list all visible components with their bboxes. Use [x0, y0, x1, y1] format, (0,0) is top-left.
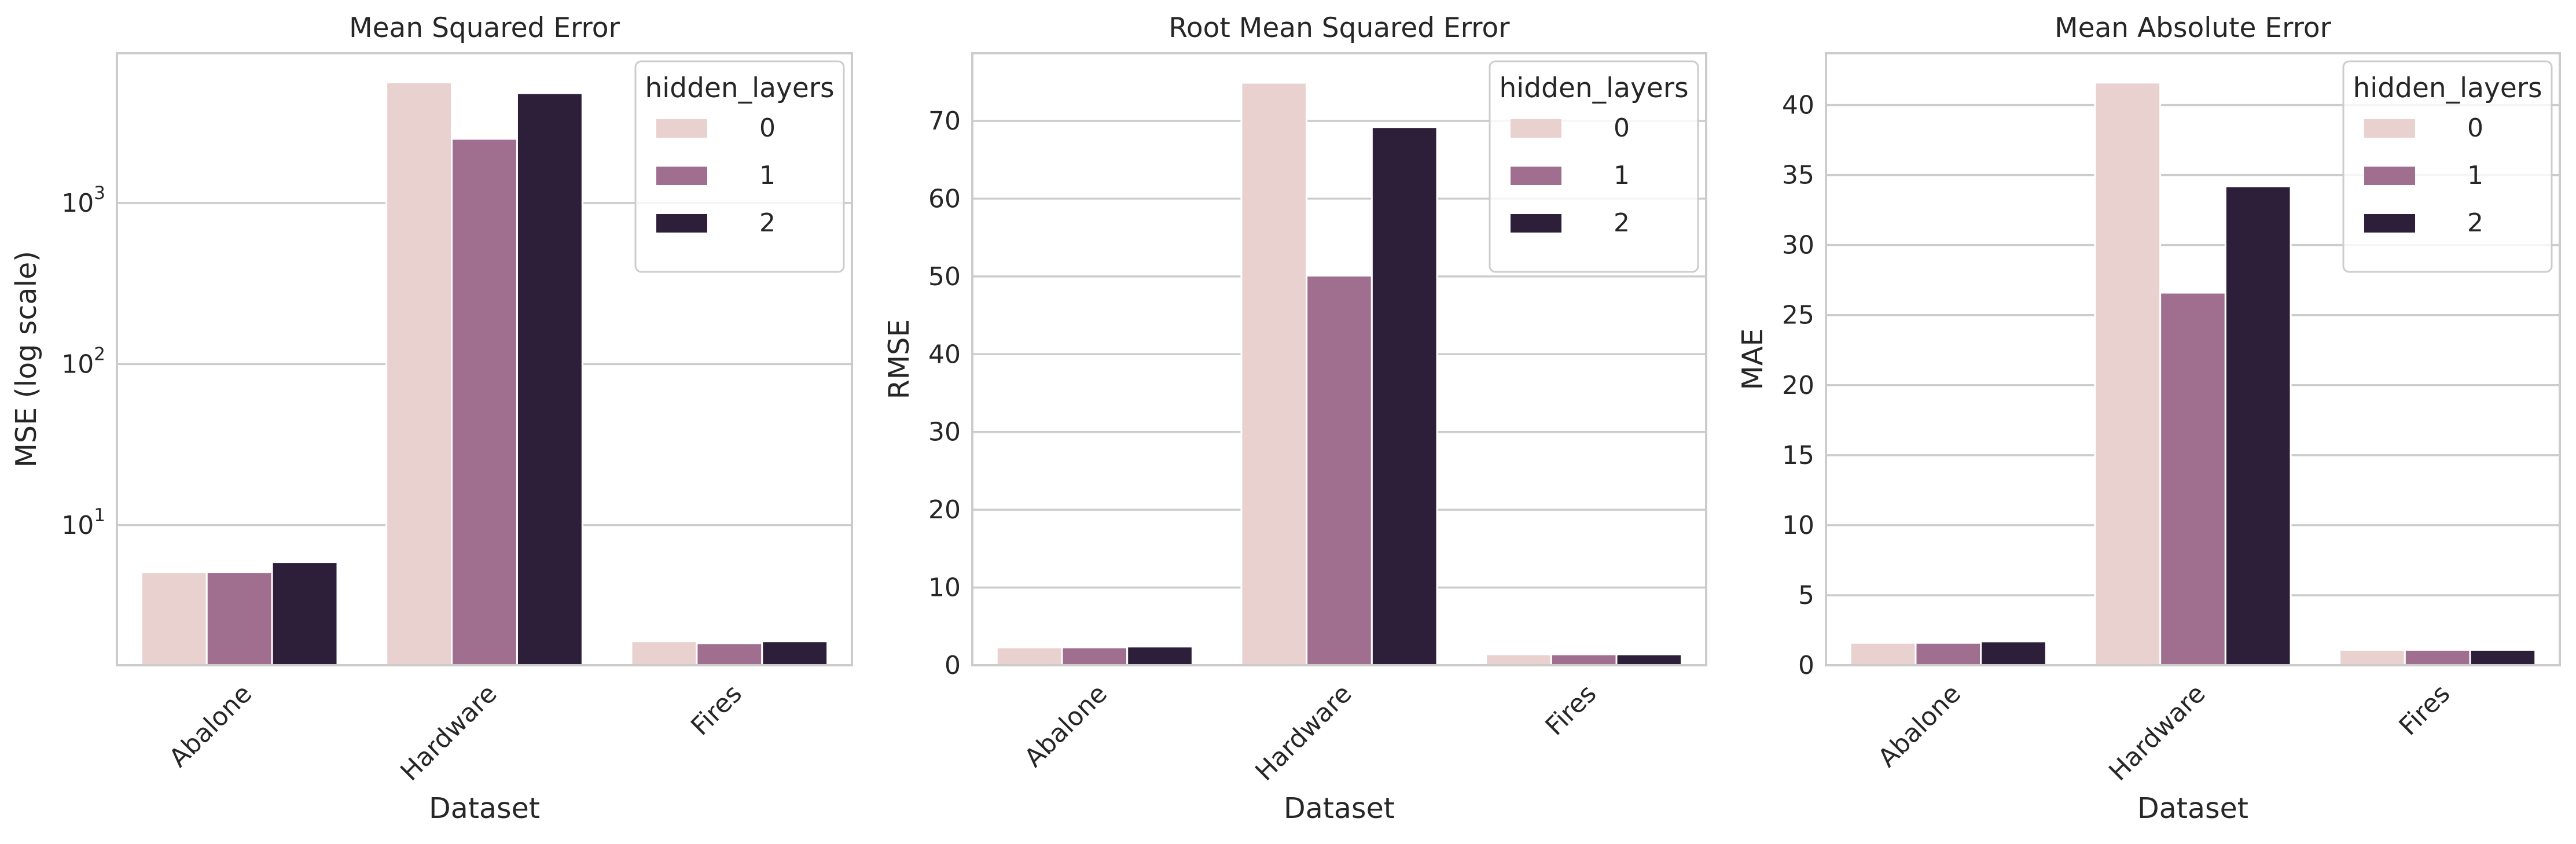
bar-fires-series-0 [630, 640, 698, 666]
bar-hardware-series-0 [385, 81, 453, 666]
y-tick-base: 10 [61, 189, 94, 218]
bar-fires-series-1 [1550, 653, 1618, 666]
y-tick-base: 10 [61, 511, 94, 540]
chart-title: Root Mean Squared Error [1168, 12, 1510, 44]
legend-item-label: 1 [2467, 161, 2483, 190]
y-tick-exponent: 2 [94, 344, 105, 364]
chart-title: Mean Squared Error [349, 12, 620, 44]
legend: hidden_layers 0 1 2 [1489, 60, 1699, 273]
bar-fires-series-1 [2404, 648, 2471, 666]
legend-item-label: 0 [2467, 113, 2483, 143]
legend-swatch-1 [656, 167, 707, 185]
y-tick-label: 30 [928, 418, 961, 447]
x-axis-label: Dataset [1284, 792, 1395, 825]
legend-swatch-1 [1511, 167, 1561, 185]
axes-frame [971, 52, 1707, 666]
bar-fires-series-2 [1615, 653, 1683, 666]
bar-fires-series-1 [696, 642, 763, 666]
legend-swatch-1 [2364, 167, 2415, 185]
legend-swatch-0 [656, 119, 707, 138]
bar-hardware-series-2 [1370, 126, 1438, 666]
bar-abalone-series-2 [1980, 640, 2047, 666]
y-tick-label: 35 [1782, 161, 1814, 190]
y-tick-exponent: 3 [94, 183, 105, 204]
y-axis-label: MSE (log scale) [10, 251, 43, 468]
y-axis-label: MAE [1736, 329, 1769, 390]
legend-item-label: 0 [1614, 113, 1630, 143]
y-tick-label: 5 [1798, 581, 1814, 610]
legend-item-label: 1 [759, 161, 776, 190]
y-tick-label: 0 [1798, 651, 1814, 680]
legend-item-label: 2 [759, 208, 776, 238]
y-tick-label: 50 [928, 262, 961, 292]
y-tick-label: 15 [1782, 441, 1814, 470]
legend-item-label: 2 [1614, 208, 1630, 238]
chart-title: Mean Absolute Error [2055, 12, 2332, 44]
y-tick-label: 10 [928, 573, 961, 603]
legend: hidden_layers 0 1 2 [634, 60, 845, 273]
y-tick-label: 40 [928, 340, 961, 369]
y-tick-label: 102 [61, 344, 105, 379]
bar-abalone-series-2 [271, 561, 339, 666]
bar-abalone-series-1 [205, 571, 273, 666]
bar-hardware-series-0 [1240, 82, 1308, 666]
legend: hidden_layers 0 1 2 [2342, 60, 2553, 273]
legend-swatch-2 [656, 214, 707, 233]
y-tick-label: 103 [61, 183, 105, 218]
y-tick-exponent: 1 [94, 505, 105, 526]
y-tick-label: 30 [1782, 231, 1814, 260]
bar-abalone-series-0 [995, 646, 1063, 666]
legend-swatch-0 [1511, 119, 1561, 138]
y-axis-label: RMSE [883, 319, 916, 399]
legend-swatch-2 [1511, 214, 1561, 233]
bar-fires-series-2 [761, 640, 829, 666]
legend-title: hidden_layers [2353, 72, 2542, 104]
x-axis-label: Dataset [429, 792, 540, 825]
bar-fires-series-0 [2339, 648, 2406, 666]
legend-item-label: 0 [759, 113, 776, 143]
y-tick-label: 0 [945, 651, 961, 680]
y-tick-label: 101 [61, 505, 105, 540]
bar-abalone-series-0 [140, 571, 208, 666]
axes-frame [1825, 52, 2561, 666]
axes-frame [116, 52, 853, 666]
legend-title: hidden_layers [645, 72, 834, 104]
bar-hardware-series-1 [2159, 292, 2226, 666]
bar-hardware-series-2 [2224, 185, 2292, 666]
y-tick-base: 10 [61, 349, 94, 379]
bar-abalone-series-2 [1126, 646, 1193, 666]
y-tick-label: 60 [928, 184, 961, 213]
y-tick-label: 20 [928, 495, 961, 525]
y-tick-label: 20 [1782, 371, 1814, 400]
y-tick-label: 25 [1782, 301, 1814, 330]
bar-hardware-series-0 [2094, 82, 2162, 666]
x-axis-label: Dataset [2137, 792, 2248, 825]
bar-hardware-series-1 [451, 138, 518, 666]
legend-title: hidden_layers [1499, 72, 1688, 104]
bar-fires-series-0 [1485, 653, 1552, 666]
y-tick-label: 40 [1782, 91, 1814, 120]
y-tick-label: 10 [1782, 511, 1814, 540]
bar-abalone-series-1 [1914, 642, 1982, 666]
bar-hardware-series-1 [1306, 274, 1373, 666]
bar-fires-series-2 [2469, 648, 2537, 666]
bar-abalone-series-0 [1849, 642, 1917, 666]
legend-item-label: 2 [2467, 208, 2483, 238]
bar-hardware-series-2 [516, 92, 583, 666]
legend-item-label: 1 [1614, 161, 1630, 190]
bar-abalone-series-1 [1061, 646, 1129, 666]
legend-swatch-2 [2364, 214, 2415, 233]
legend-swatch-0 [2364, 119, 2415, 138]
y-tick-label: 70 [928, 106, 961, 136]
